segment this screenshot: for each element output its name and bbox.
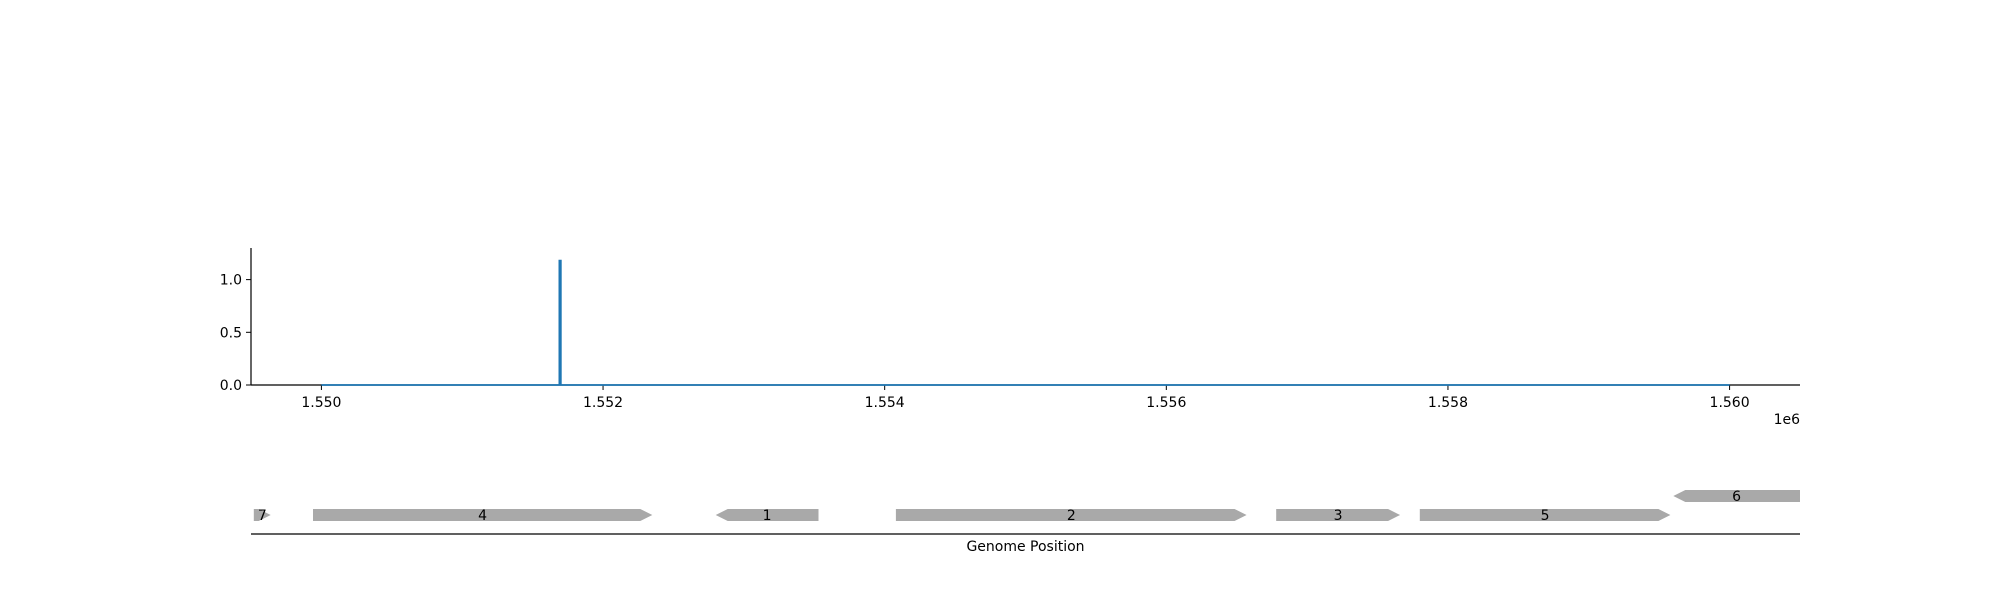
y-tick-label: 1.0 (220, 273, 242, 289)
gene-7: 7 (253, 508, 271, 524)
y-ticks: 0.0 0.5 1.0 (220, 273, 251, 394)
gene-arrow (715, 509, 819, 521)
x-tick-label: 1.556 (1146, 395, 1186, 411)
gene-5: 5 (1419, 508, 1671, 524)
x-tick-label: 1.560 (1710, 395, 1750, 411)
gene-4: 4 (313, 508, 653, 524)
gene-arrow (1673, 490, 1800, 502)
gene-label: 5 (1541, 508, 1550, 524)
x-tick-label: 1.554 (865, 395, 905, 411)
x-tick-label: 1.550 (301, 395, 341, 411)
coverage-line (321, 259, 1730, 386)
gene-arrow (1276, 509, 1401, 521)
gene-arrow (253, 509, 271, 521)
gene-label: 6 (1732, 489, 1741, 505)
x-tick-label: 1.552 (583, 395, 623, 411)
x-offset-label: 1e6 (1774, 412, 1801, 428)
y-tick-label: 0.0 (220, 378, 242, 394)
gene-arrow (895, 509, 1247, 521)
gene-track: 7 4 1 2 3 5 6 Genome Position (251, 489, 1800, 555)
gene-label: 3 (1334, 508, 1343, 524)
gene-6: 6 (1673, 489, 1800, 505)
gene-label: 4 (478, 508, 487, 524)
gene-2: 2 (895, 508, 1247, 524)
gene-arrows: 7 4 1 2 3 5 6 (253, 489, 1800, 524)
gene-arrow (313, 509, 653, 521)
x-tick-label: 1.558 (1428, 395, 1468, 411)
gene-3: 3 (1276, 508, 1401, 524)
gene-label: 7 (258, 508, 267, 524)
coverage-series (321, 259, 1730, 386)
y-tick-label: 0.5 (220, 325, 242, 341)
gene-arrow (1419, 509, 1671, 521)
coverage-plot: 0.0 0.5 1.0 1.550 1.552 1.554 1.556 1.558 1.560… (220, 248, 1800, 428)
gene-label: 1 (763, 508, 772, 524)
gene-label: 2 (1067, 508, 1076, 524)
gene-1: 1 (715, 508, 819, 524)
x-ticks: 1.550 1.552 1.554 1.556 1.558 1.560 (301, 385, 1750, 411)
gene-axis-label: Genome Position (966, 539, 1084, 555)
